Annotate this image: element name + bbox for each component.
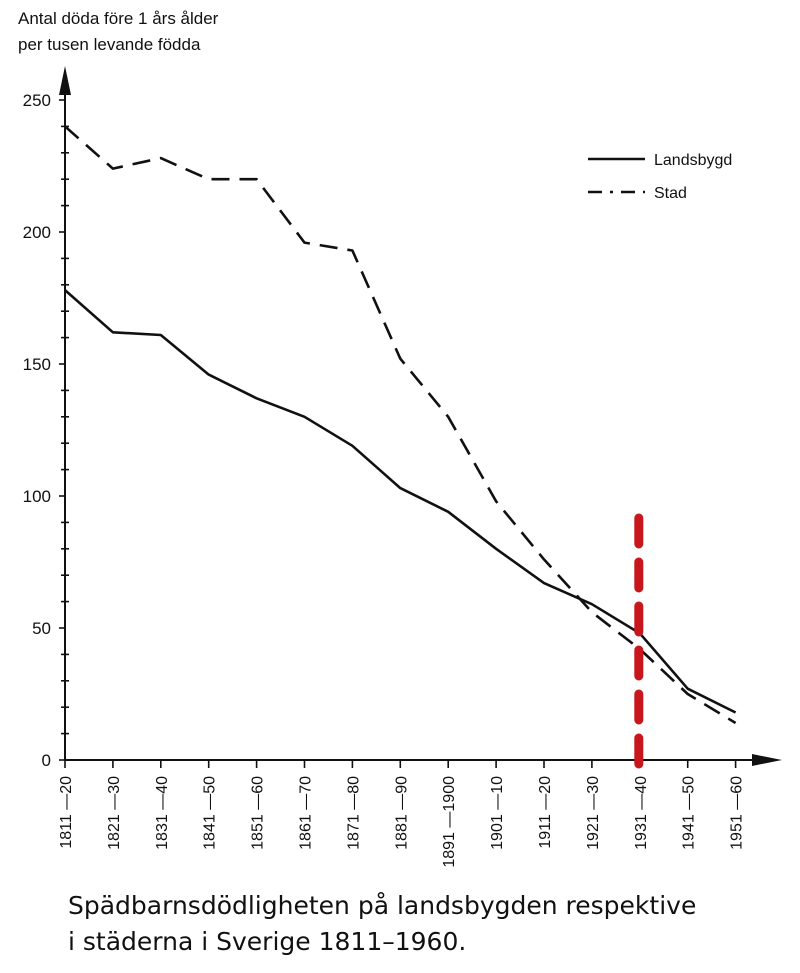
x-tick-label: 1901 —10 (489, 776, 506, 850)
x-tick-label: 1931 —40 (633, 776, 650, 850)
y-tick-label: 200 (23, 223, 51, 242)
legend-label-stad: Stad (654, 185, 687, 202)
y-axis-arrow-icon (59, 66, 71, 95)
y-tick-label: 0 (42, 751, 51, 770)
caption-line-1: Spädbarnsdödligheten på landsbygden resp… (68, 891, 697, 920)
x-tick-label: 1881 —90 (393, 776, 410, 850)
x-tick-label: 1891 —1900 (441, 776, 458, 868)
figure-caption: Spädbarnsdödligheten på landsbygden resp… (68, 888, 696, 960)
x-tick-label: 1941 —50 (681, 776, 698, 850)
y-axis-label-line2: per tusen levande födda (18, 35, 201, 54)
y-tick-label: 250 (23, 91, 51, 110)
x-tick-label: 1831 —40 (154, 776, 171, 850)
legend-label-landsbygd: Landsbygd (654, 152, 732, 169)
series-line-stad (64, 125, 737, 725)
infant-mortality-chart: Antal döda före 1 års ålder per tusen le… (18, 9, 782, 868)
caption-line-2: i städerna i Sverige 1811–1960. (68, 927, 467, 956)
y-tick-label: 150 (23, 355, 51, 374)
x-tick-label: 1921 —30 (585, 776, 602, 850)
x-tick-label: 1871 —80 (345, 776, 362, 850)
x-tick-label: 1821 —30 (106, 776, 123, 850)
x-tick-label: 1861 —70 (298, 776, 315, 850)
x-axis-arrow-icon (752, 754, 782, 766)
x-tick-label: 1851 —60 (250, 776, 267, 850)
y-tick-label: 100 (23, 487, 51, 506)
y-tick-label: 50 (32, 619, 51, 638)
x-tick-label: 1951 —60 (729, 776, 746, 850)
y-axis-label-line1: Antal döda före 1 års ålder (18, 9, 219, 28)
x-tick-label: 1811 —20 (58, 776, 75, 849)
series-line-landsbygd (64, 289, 737, 714)
x-tick-label: 1911 —20 (537, 776, 554, 849)
x-tick-label: 1841 —50 (202, 776, 219, 850)
